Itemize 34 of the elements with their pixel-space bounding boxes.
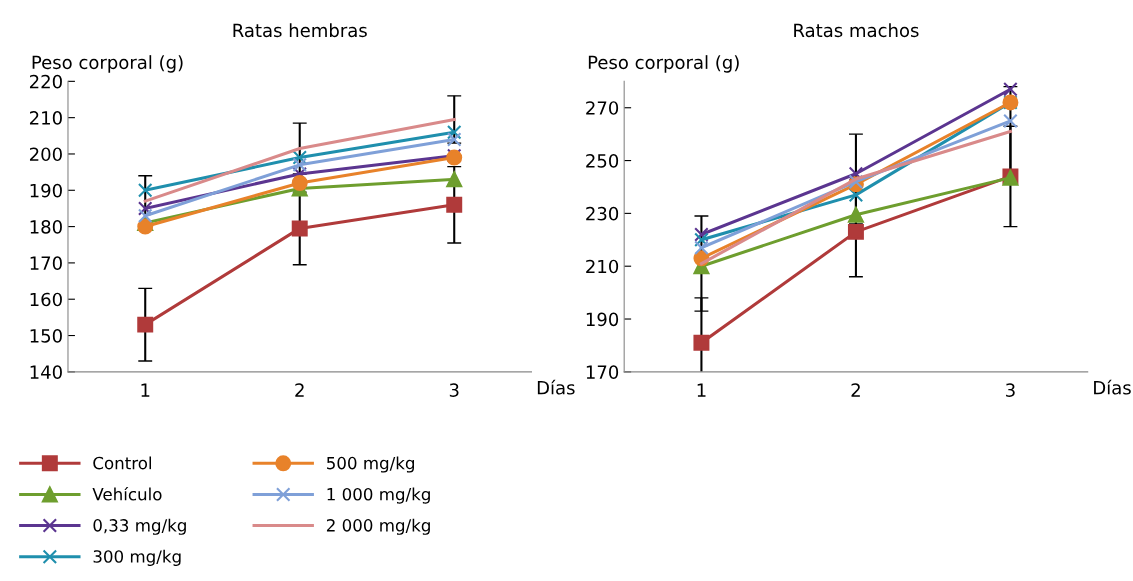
y-tick-label: 220 (29, 74, 62, 89)
y-tick-label: 180 (30, 220, 62, 234)
y-tick-label: 170 (30, 256, 62, 271)
y-tick-label: 140 (30, 365, 62, 379)
y-tick-label: 150 (30, 328, 62, 343)
y-tick-label: 250 (586, 154, 619, 168)
y-tick-label: 190 (586, 312, 619, 327)
legend-label: 2 000 mg/kg (326, 518, 430, 535)
legend-label: Vehículo (92, 486, 162, 501)
legend-label: 1 000 mg/kg (327, 487, 430, 504)
x-tick-label: 3 (449, 383, 459, 397)
y-tick-label: 270 (586, 101, 619, 115)
x-tick-label: 1 (141, 383, 150, 397)
y-tick-label: 210 (586, 259, 619, 274)
y-axis-title: Peso corporal (g) (32, 55, 183, 73)
y-tick-label: 230 (586, 206, 619, 221)
legend-label: 300 mg/kg (93, 549, 181, 566)
x-tick-label: 2 (295, 383, 304, 397)
x-tick-label: 2 (851, 383, 860, 397)
x-axis-title: Días (1094, 379, 1131, 395)
y-tick-label: 190 (30, 183, 62, 198)
x-axis-title: Días (537, 379, 575, 395)
chart-title: Ratas machos (794, 23, 919, 38)
chart-title: Ratas hembras (233, 23, 367, 38)
y-axis-title: Peso corporal (g) (588, 55, 739, 73)
y-tick-label: 210 (29, 111, 62, 125)
x-tick-label: 1 (697, 383, 706, 397)
y-tick-label: 200 (29, 147, 62, 162)
y-tick-label: 170 (586, 365, 619, 379)
legend-label: 0,33 mg/kg (93, 518, 186, 535)
x-tick-label: 3 (1006, 383, 1015, 397)
legend-label: Control (93, 456, 152, 470)
y-tick-label: 160 (30, 292, 62, 307)
legend-label: 500 mg/kg (327, 456, 414, 473)
